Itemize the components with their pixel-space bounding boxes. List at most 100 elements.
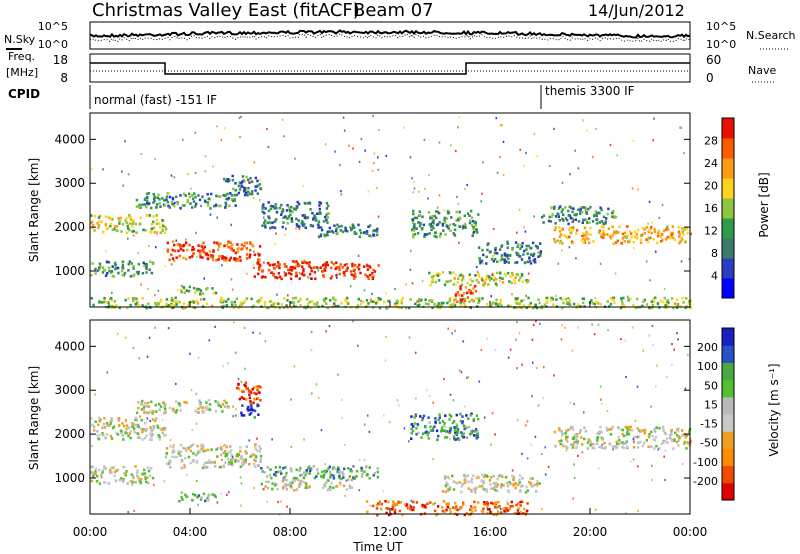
velocity-cell: [494, 506, 497, 509]
power-cell: [223, 259, 226, 262]
power-cell: [218, 204, 221, 208]
power-cell: [353, 268, 356, 272]
power-cell: [152, 192, 155, 196]
power-cell: [129, 275, 132, 278]
power-cell: [261, 224, 264, 227]
velocity-cell: [207, 461, 210, 464]
power-cell: [564, 297, 568, 301]
velocity-cell: [248, 462, 251, 466]
velocity-scatter-cell: [271, 438, 273, 441]
power-cell: [458, 210, 461, 214]
power-cell: [656, 241, 659, 245]
velocity-cell: [248, 413, 251, 416]
power-cell: [372, 275, 375, 278]
velocity-cell: [149, 426, 152, 429]
velocity-cell: [154, 403, 157, 407]
velocity-cell: [120, 430, 124, 433]
power-cell: [105, 260, 109, 264]
velocity-cell: [98, 420, 101, 423]
velocity-scatter-cell: [463, 405, 466, 408]
velocity-cell: [150, 466, 153, 470]
power-cell: [176, 243, 179, 247]
power-cell: [431, 279, 434, 282]
velocity-cell: [639, 430, 642, 434]
power-cell: [548, 215, 551, 219]
power-cell: [192, 252, 195, 255]
power-cell: [472, 228, 475, 231]
velocity-scatter-cell: [544, 473, 547, 476]
power-cell: [220, 296, 223, 300]
nsearch-trace: [89, 32, 691, 43]
velocity-scatter-cell: [451, 332, 453, 335]
power-cell: [559, 205, 562, 208]
velocity-scatter-cell: [494, 433, 496, 436]
power-cell: [635, 233, 639, 236]
power-cell: [475, 297, 478, 300]
power-cell: [302, 268, 305, 271]
velocity-scatter-cell: [163, 480, 166, 483]
power-cell: [319, 202, 323, 205]
power-scatter-cell: [196, 255, 198, 258]
velocity-cell: [222, 464, 225, 468]
power-scatter-cell: [455, 284, 457, 287]
power-cell: [643, 227, 646, 231]
power-cell: [595, 214, 598, 218]
power-cell: [626, 234, 629, 238]
velocity-cell: [500, 483, 503, 486]
velocity-scatter-cell: [449, 438, 451, 441]
velocity-scatter-cell: [655, 385, 657, 388]
power-cell: [447, 227, 450, 230]
velocity-scatter-cell: [139, 415, 141, 418]
power-scatter-cell: [377, 215, 380, 218]
power-cell: [543, 303, 547, 307]
velocity-cell: [214, 465, 217, 468]
velocity-cell: [461, 435, 465, 439]
velocity-scatter-cell: [650, 405, 652, 408]
velocity-scatter-cell: [537, 404, 540, 407]
power-cell: [483, 281, 486, 285]
velocity-cell: [150, 438, 153, 441]
velocity-cell: [522, 512, 525, 515]
velocity-cell: [516, 509, 520, 512]
velocity-cell: [393, 502, 396, 506]
power-cell: [303, 214, 306, 217]
power-cell: [366, 275, 369, 278]
velocity-scatter-cell: [516, 419, 519, 422]
power-cell: [485, 262, 488, 265]
power-scatter-cell: [340, 193, 343, 196]
power-cell: [670, 297, 674, 300]
velocity-cell: [441, 420, 445, 423]
power-cell: [452, 271, 455, 274]
velocity-cell: [115, 469, 118, 472]
velocity-cell: [236, 452, 239, 456]
power-scatter-cell: [476, 270, 479, 273]
velocity-cell: [391, 505, 395, 509]
velocity-scatter-cell: [521, 363, 523, 366]
power-cell: [516, 297, 519, 300]
power-cell: [146, 199, 149, 203]
power-cell: [432, 226, 435, 230]
velocity-cell: [671, 439, 674, 443]
power-cell: [264, 275, 267, 279]
velocity-cell: [253, 416, 256, 419]
velocity-cell: [517, 483, 520, 487]
velocity-cell: [92, 474, 95, 478]
velocity-cell: [455, 430, 459, 433]
velocity-cell: [94, 420, 97, 423]
velocity-cell: [626, 427, 629, 430]
velocity-cell: [455, 424, 459, 427]
power-cell: [602, 226, 605, 229]
power-cell: [625, 236, 628, 239]
velocity-cell: [246, 407, 249, 411]
velocity-cell: [572, 436, 576, 439]
velocity-cell: [202, 406, 205, 409]
power-cell: [570, 206, 573, 210]
power-cell: [665, 228, 668, 231]
velocity-cell: [266, 480, 269, 484]
power-cell: [173, 300, 176, 303]
power-cell: [214, 291, 218, 295]
power-scatter-cell: [475, 266, 478, 269]
power-cell: [346, 300, 349, 304]
velocity-cell: [148, 438, 152, 441]
velocity-cell: [217, 404, 220, 407]
